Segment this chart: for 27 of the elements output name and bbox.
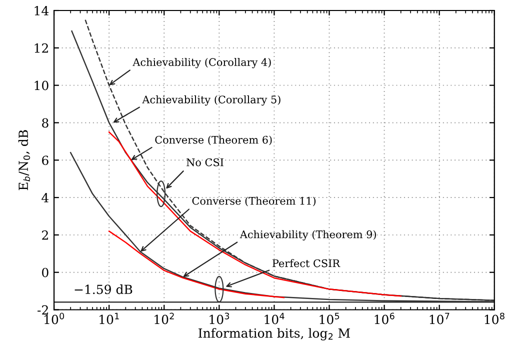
y-tick-label: 2 [42, 230, 48, 240]
x-tick-label: 10$^{4}$ [264, 312, 284, 324]
annotation: Perfect CSIR [272, 259, 340, 268]
y-tick-label: 10 [34, 80, 48, 90]
y-tick-label: 8 [42, 118, 48, 128]
annotation: No CSI [186, 158, 224, 166]
y-tick-label: 14 [34, 6, 49, 16]
annotation: Achievability (Corollary 5) [142, 95, 280, 106]
x-axis-title: Information bits, log$_{2}$ M [198, 328, 350, 340]
y-tick-label: -2 [38, 305, 48, 314]
annotation: Achievability (Theorem 9) [240, 230, 376, 240]
x-tick-label: 10$^{6}$ [374, 312, 394, 324]
y-tick-label: 0 [42, 268, 48, 278]
x-tick-label: 10$^{3}$ [210, 312, 230, 324]
y-axis-title: E$_{b}$/N$_{0}$, dB [18, 130, 30, 190]
x-tick-label: 10$^{8}$ [484, 312, 504, 324]
annotation: Achievability (Corollary 4) [132, 58, 271, 68]
annotation: Converse (Theorem 6) [155, 136, 272, 146]
y-tick-label: 4 [42, 193, 49, 202]
ref-line-label: −1.59 dB [74, 284, 132, 294]
annotation: Converse (Theorem 11) [192, 196, 316, 206]
x-tick-label: 10$^{5}$ [320, 312, 340, 324]
y-tick-label: 12 [34, 43, 48, 53]
y-tick-label: 6 [42, 156, 48, 166]
x-tick-label: 10$^{1}$ [100, 312, 119, 324]
x-tick-label: 10$^{2}$ [154, 312, 174, 324]
x-tick-label: 10$^{7}$ [430, 312, 450, 324]
